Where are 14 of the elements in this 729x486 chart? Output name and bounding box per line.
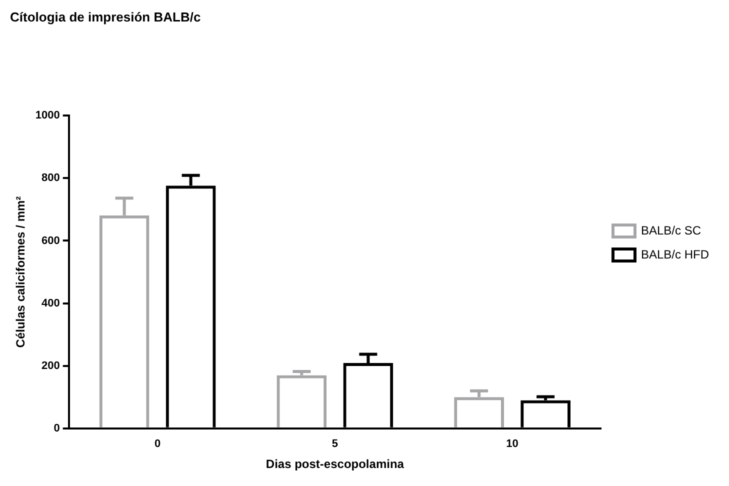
x-tick-label: 5 — [332, 438, 338, 450]
y-tick-label: 600 — [42, 234, 60, 247]
y-tick-label: 200 — [42, 360, 60, 372]
chart-title: Cítologia de impresión BALB/c — [10, 9, 201, 24]
x-tick-label: 10 — [506, 438, 518, 450]
y-tick-label: 0 — [54, 422, 60, 434]
y-tick-label: 400 — [42, 297, 60, 310]
y-tick-label: 1000 — [35, 110, 60, 122]
legend-label: BALB/c SC — [640, 223, 702, 238]
y-tick-label: 800 — [42, 172, 60, 184]
x-axis-title: Dias post-escopolamina — [266, 457, 404, 472]
legend-label: BALB/c HFD — [640, 247, 710, 262]
y-axis-title: Células caliciformes / mm² — [14, 196, 28, 348]
x-tick-label: 0 — [154, 438, 161, 450]
